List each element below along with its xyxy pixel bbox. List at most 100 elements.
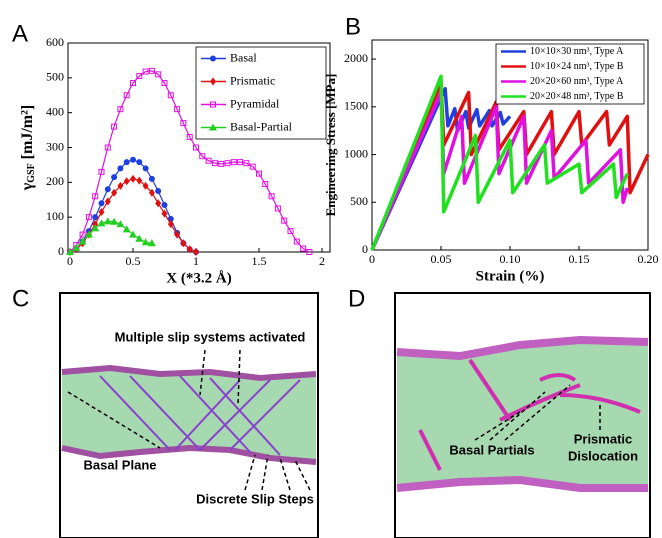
point xyxy=(136,73,143,80)
x-tick-label: 0.5 xyxy=(126,254,141,268)
legend-label: Basal-Partial xyxy=(230,119,293,133)
legend-label: 10×10×24 nm³, Type B xyxy=(530,61,624,72)
y-tick-label: 600 xyxy=(46,35,64,49)
crystal-slab xyxy=(62,368,316,462)
legend-label: 20×20×60 nm³, Type A xyxy=(530,76,624,87)
legend-box xyxy=(495,43,645,105)
y-axis-label-part: γ xyxy=(19,182,36,191)
crystal-slab xyxy=(397,340,648,488)
point xyxy=(98,200,105,207)
point xyxy=(72,243,81,251)
x-tick-label: 0.15 xyxy=(569,252,590,266)
point xyxy=(141,238,150,246)
point xyxy=(167,92,174,99)
x-axis-label: Strain (%) xyxy=(476,268,545,284)
series-line xyxy=(370,81,650,251)
point xyxy=(155,188,162,195)
series-line xyxy=(370,74,629,251)
series-line xyxy=(370,90,629,251)
annotation: Multiple slip systems activated xyxy=(115,329,306,344)
slip-lines xyxy=(99,375,301,456)
point xyxy=(167,215,174,222)
point xyxy=(268,193,275,200)
y-tick-label: 0 xyxy=(58,244,64,258)
point xyxy=(123,92,130,99)
point xyxy=(117,106,124,113)
panel-letter: C xyxy=(12,285,29,312)
point xyxy=(161,201,168,208)
dislocations xyxy=(418,358,641,471)
point xyxy=(142,68,149,75)
point xyxy=(243,160,250,167)
point xyxy=(210,55,216,62)
point xyxy=(104,186,111,193)
x-tick-label: 1 xyxy=(193,254,199,268)
point xyxy=(209,123,217,131)
x-tick-label: 0.20 xyxy=(638,252,659,266)
point xyxy=(85,214,92,221)
point xyxy=(104,144,111,151)
point xyxy=(161,209,168,218)
point xyxy=(224,160,231,167)
point xyxy=(161,80,168,87)
annotation: Basal Partials xyxy=(449,442,534,457)
y-axis-label: γGSF [mJ/m²] xyxy=(19,105,38,192)
point xyxy=(281,217,288,224)
point xyxy=(111,188,118,197)
point xyxy=(174,106,181,113)
point xyxy=(180,120,187,127)
y-tick-label: 1500 xyxy=(344,99,368,113)
legend-label: 10×10×30 nm³, Type A xyxy=(530,46,624,57)
point xyxy=(116,220,125,228)
point xyxy=(174,230,181,239)
point xyxy=(210,101,216,108)
annotation: Dislocation xyxy=(568,448,638,463)
panel-letter: B xyxy=(345,13,361,40)
annotation: Basal Plane xyxy=(84,457,157,472)
series-line xyxy=(69,70,310,253)
point xyxy=(130,156,136,163)
point xyxy=(123,177,130,186)
legend-label: Prismatic xyxy=(230,73,275,87)
point xyxy=(130,174,136,183)
point xyxy=(211,160,218,167)
x-tick-label: 0 xyxy=(369,252,375,266)
y-axis-label-part: [mJ/m²] xyxy=(19,105,36,164)
point xyxy=(262,181,269,188)
point xyxy=(287,228,294,235)
y-tick-label: 300 xyxy=(46,139,64,153)
annotation: Prismatic xyxy=(574,431,633,446)
y-tick-label: 200 xyxy=(46,174,64,188)
point xyxy=(97,219,106,227)
x-tick-label: 0.05 xyxy=(431,252,452,266)
panel-d-image xyxy=(394,292,651,538)
point xyxy=(110,217,119,225)
legend-label: Pyramidal xyxy=(230,96,280,110)
point xyxy=(218,160,225,167)
x-tick-label: 0.10 xyxy=(500,252,521,266)
point xyxy=(256,170,262,177)
slab-edge xyxy=(396,335,649,361)
point xyxy=(210,77,216,86)
point xyxy=(98,207,105,216)
y-tick-label: 0 xyxy=(362,242,368,256)
point xyxy=(136,176,143,185)
point xyxy=(142,165,149,172)
legend-label: Basal xyxy=(230,50,257,64)
point xyxy=(167,220,174,229)
y-tick-label: 100 xyxy=(46,209,64,223)
point xyxy=(104,197,111,206)
point xyxy=(230,159,237,166)
point xyxy=(92,193,99,200)
point xyxy=(129,230,137,238)
point xyxy=(142,181,149,190)
point xyxy=(186,245,193,254)
point xyxy=(300,245,307,252)
y-tick-label: 500 xyxy=(350,194,368,208)
point xyxy=(111,123,118,130)
point xyxy=(91,224,100,232)
x-tick-label: 2 xyxy=(319,254,325,268)
x-tick-label: 0 xyxy=(67,254,73,268)
y-axis-label: Engineering Stress [MPa] xyxy=(323,74,338,217)
point xyxy=(103,217,112,225)
